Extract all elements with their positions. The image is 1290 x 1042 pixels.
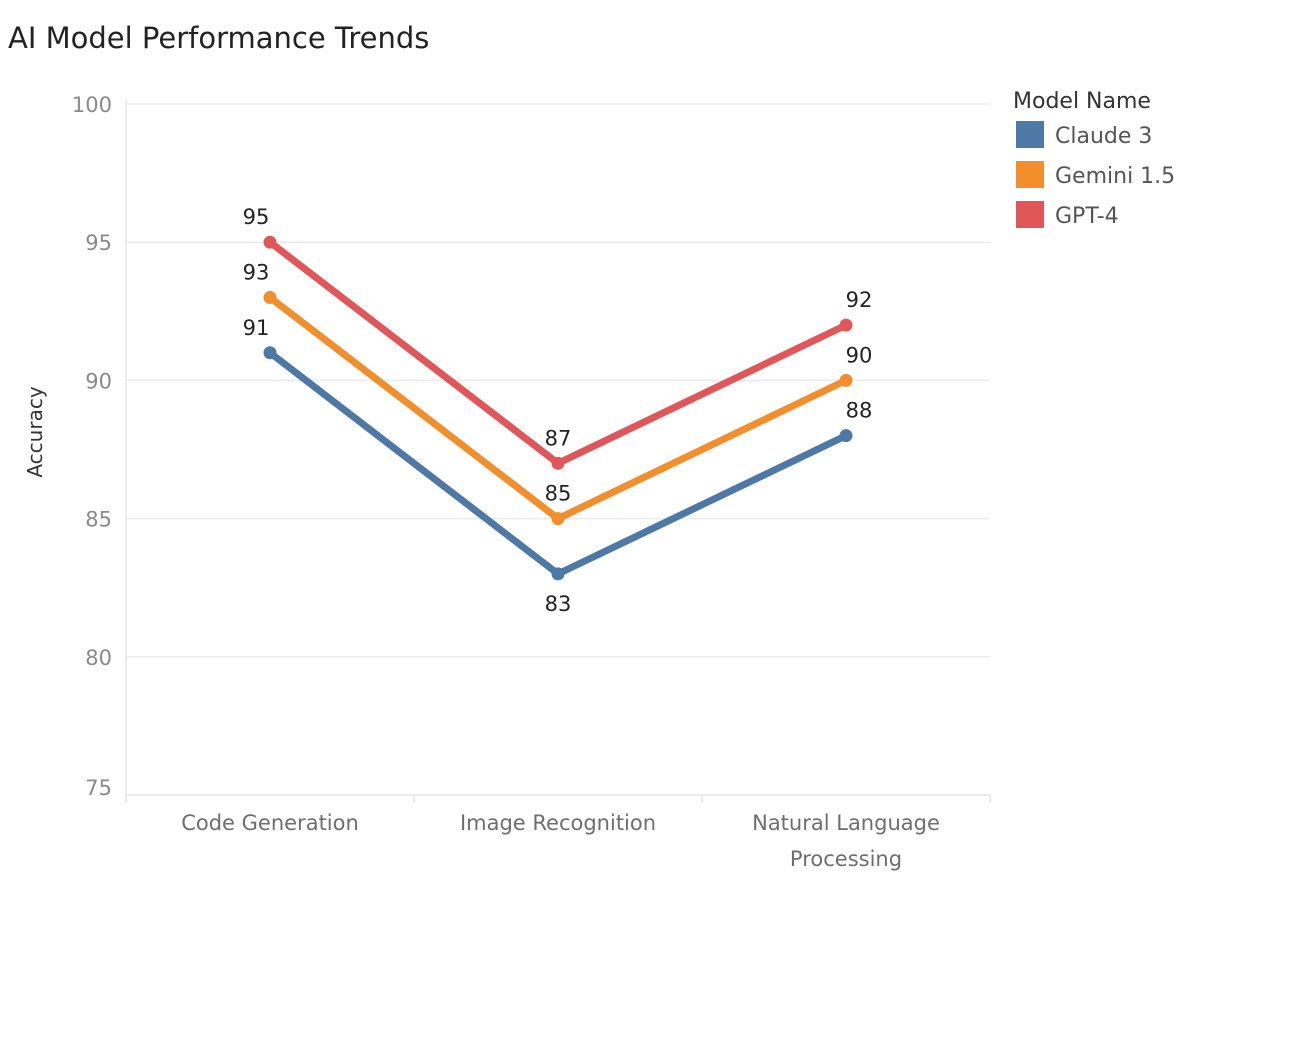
data-point (839, 429, 853, 443)
legend-swatch (1016, 161, 1044, 188)
data-label: 88 (846, 399, 873, 423)
data-label: 90 (846, 343, 873, 367)
data-point (551, 512, 565, 526)
axes (125, 100, 991, 803)
y-tick-label: 100 (72, 93, 112, 117)
y-tick-label: 85 (85, 508, 112, 532)
legend: Model Name Claude 3 Gemini 1.5 GPT-4 (1013, 89, 1175, 229)
legend-title: Model Name (1013, 89, 1151, 114)
legend-items: Claude 3 Gemini 1.5 GPT-4 (1016, 121, 1175, 229)
data-point (263, 290, 277, 304)
data-point (839, 318, 853, 332)
y-tick-label: 90 (85, 369, 112, 393)
data-label: 92 (846, 288, 873, 312)
y-tick-label: 75 (85, 776, 112, 800)
data-labels: 91 83 88 93 85 90 95 87 92 (243, 205, 873, 616)
data-point (551, 567, 565, 581)
data-label: 91 (243, 316, 270, 340)
chart-title: AI Model Performance Trends (8, 21, 429, 55)
legend-label: GPT-4 (1055, 204, 1119, 229)
data-point (551, 456, 565, 470)
x-tick-label: Image Recognition (460, 811, 656, 835)
x-tick-label: Code Generation (181, 811, 359, 835)
legend-swatch (1016, 201, 1044, 228)
data-points (263, 235, 853, 581)
legend-label: Gemini 1.5 (1055, 164, 1175, 189)
data-point (839, 373, 853, 387)
y-tick-label: 80 (85, 646, 112, 670)
data-label: 95 (243, 205, 270, 229)
data-label: 85 (545, 482, 572, 506)
legend-label: Claude 3 (1055, 124, 1152, 149)
data-label: 87 (545, 426, 572, 450)
data-point (263, 346, 277, 360)
legend-swatch (1016, 121, 1044, 148)
y-tick-label: 95 (85, 231, 112, 255)
data-label: 93 (243, 260, 270, 284)
data-point (263, 235, 277, 249)
y-tick-labels: 75 80 85 90 95 100 (72, 93, 112, 800)
x-tick-label: Natural Language Processing (752, 811, 940, 871)
x-tick-labels: Code Generation Image Recognition Natural … (181, 811, 940, 871)
data-label: 83 (545, 592, 572, 616)
y-axis-label: Accuracy (23, 386, 47, 477)
